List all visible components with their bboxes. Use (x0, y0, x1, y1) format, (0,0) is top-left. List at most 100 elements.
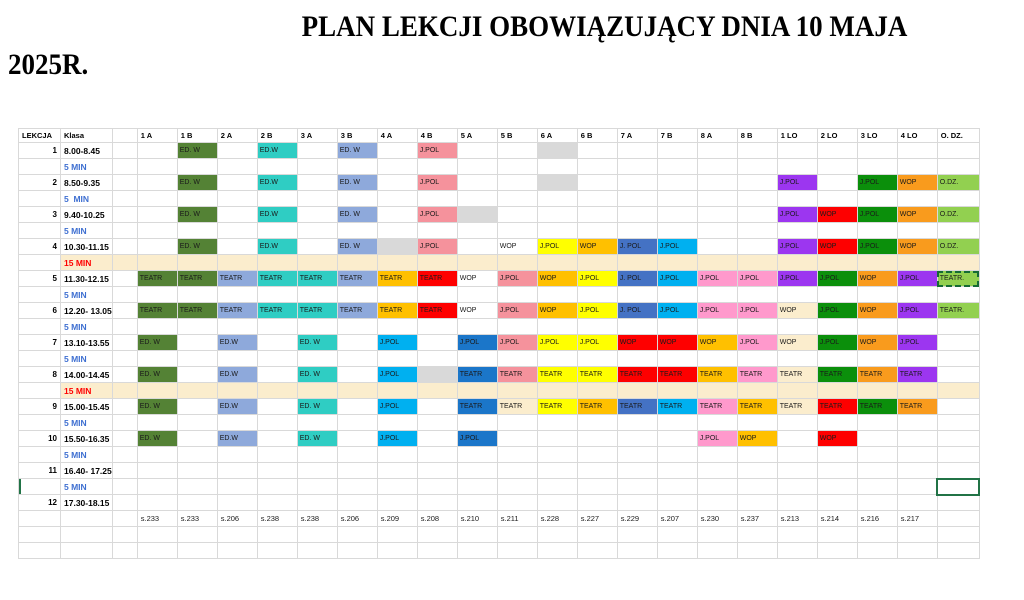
timetable-cell[interactable] (536, 430, 578, 447)
timetable-cell[interactable] (856, 318, 898, 335)
timetable-cell[interactable] (496, 142, 538, 159)
break-duration[interactable]: 5 MIN (60, 286, 113, 303)
timetable-cell[interactable]: TEATR (616, 398, 658, 415)
timetable-cell[interactable]: ED.W (256, 238, 298, 255)
timetable-cell[interactable] (616, 254, 658, 271)
class-column-header[interactable]: 2 B (256, 128, 298, 143)
timetable-cell[interactable]: TEATR (376, 270, 418, 287)
klasa-column-header[interactable]: Klasa (60, 128, 113, 143)
timetable-cell[interactable]: J.POL (656, 238, 698, 255)
timetable-cell[interactable] (496, 478, 538, 495)
timetable-cell[interactable] (216, 382, 258, 399)
break-duration[interactable]: 5 MIN (60, 478, 113, 495)
timetable-cell[interactable]: J.POL (816, 302, 858, 319)
timetable-cell[interactable] (616, 206, 658, 223)
timetable-cell[interactable] (496, 318, 538, 335)
timetable-cell[interactable] (496, 286, 538, 303)
room-number[interactable]: s.228 (536, 510, 578, 527)
timetable-cell[interactable] (576, 158, 618, 175)
timetable-cell[interactable] (816, 494, 858, 511)
timetable-cell[interactable] (536, 526, 578, 543)
timetable-cell[interactable]: TEATR (536, 366, 578, 383)
timetable-cell[interactable] (376, 190, 418, 207)
timetable-cell[interactable]: O.DZ. (936, 174, 980, 191)
room-number[interactable]: s.206 (216, 510, 258, 527)
room-number[interactable]: s.213 (776, 510, 818, 527)
timetable-cell[interactable]: TEATR (856, 366, 898, 383)
spacer-cell[interactable] (111, 254, 138, 271)
timetable-cell[interactable] (936, 446, 980, 463)
timetable-cell[interactable] (816, 414, 858, 431)
lesson-number[interactable]: 3 (18, 206, 61, 223)
timetable-cell[interactable]: J.POL (776, 206, 818, 223)
timetable-cell[interactable]: ED. W (336, 238, 378, 255)
timetable-cell[interactable] (736, 158, 778, 175)
timetable-cell[interactable] (496, 190, 538, 207)
timetable-cell[interactable] (136, 254, 178, 271)
timetable-cell[interactable] (60, 542, 113, 559)
lesson-time[interactable]: 12.20- 13.05 (60, 302, 113, 319)
timetable-cell[interactable]: ED.W (256, 142, 298, 159)
timetable-cell[interactable] (576, 254, 618, 271)
timetable-cell[interactable] (216, 446, 258, 463)
timetable-cell[interactable] (256, 334, 298, 351)
timetable-cell[interactable] (856, 190, 898, 207)
timetable-cell[interactable]: ED. W (136, 366, 178, 383)
timetable-cell[interactable] (736, 142, 778, 159)
timetable-cell[interactable]: TEATR (176, 270, 218, 287)
timetable-cell[interactable] (136, 414, 178, 431)
timetable-cell[interactable]: ED. W (136, 334, 178, 351)
timetable-cell[interactable] (336, 222, 378, 239)
timetable-cell[interactable] (696, 382, 738, 399)
room-number[interactable]: s.207 (656, 510, 698, 527)
timetable-cell[interactable] (18, 542, 61, 559)
timetable-cell[interactable] (656, 158, 698, 175)
timetable-cell[interactable] (856, 478, 898, 495)
spacer-cell[interactable] (18, 222, 61, 239)
timetable-cell[interactable] (536, 414, 578, 431)
timetable-cell[interactable] (536, 222, 578, 239)
timetable-cell[interactable] (336, 398, 378, 415)
timetable-cell[interactable] (416, 526, 458, 543)
timetable-cell[interactable] (816, 382, 858, 399)
timetable-cell[interactable] (936, 382, 980, 399)
timetable-cell[interactable] (256, 446, 298, 463)
spacer-cell[interactable] (111, 510, 138, 527)
timetable-cell[interactable] (336, 190, 378, 207)
timetable-cell[interactable] (536, 158, 578, 175)
timetable-cell[interactable]: O.DZ. (936, 238, 980, 255)
timetable-cell[interactable]: J.POL (696, 430, 738, 447)
timetable-cell[interactable] (296, 462, 338, 479)
timetable-cell[interactable] (416, 382, 458, 399)
class-column-header[interactable]: 2 A (216, 128, 258, 143)
timetable-cell[interactable] (216, 286, 258, 303)
timetable-cell[interactable] (856, 286, 898, 303)
timetable-cell[interactable] (696, 286, 738, 303)
timetable-cell[interactable]: J.POL (456, 334, 498, 351)
timetable-cell[interactable] (216, 158, 258, 175)
timetable-cell[interactable]: TEATR (576, 398, 618, 415)
timetable-cell[interactable] (936, 350, 980, 367)
lesson-time[interactable]: 11.30-12.15 (60, 270, 113, 287)
room-number[interactable]: s.237 (736, 510, 778, 527)
class-column-header[interactable]: 5 B (496, 128, 538, 143)
timetable-cell[interactable] (616, 286, 658, 303)
timetable-cell[interactable] (496, 350, 538, 367)
timetable-cell[interactable] (896, 526, 938, 543)
timetable-cell[interactable] (856, 222, 898, 239)
timetable-cell[interactable] (296, 158, 338, 175)
room-number[interactable]: s.216 (856, 510, 898, 527)
timetable-cell[interactable]: TEATR (856, 398, 898, 415)
timetable-cell[interactable] (856, 382, 898, 399)
timetable-cell[interactable] (696, 238, 738, 255)
timetable-cell[interactable]: J.POL (416, 206, 458, 223)
timetable-cell[interactable]: TEATR (336, 270, 378, 287)
room-number[interactable] (936, 510, 980, 527)
timetable-cell[interactable] (736, 478, 778, 495)
timetable-cell[interactable] (256, 478, 298, 495)
timetable-cell[interactable] (896, 222, 938, 239)
spacer-cell[interactable] (111, 414, 138, 431)
timetable-cell[interactable] (616, 414, 658, 431)
timetable-cell[interactable] (816, 254, 858, 271)
class-column-header[interactable]: 5 A (456, 128, 498, 143)
